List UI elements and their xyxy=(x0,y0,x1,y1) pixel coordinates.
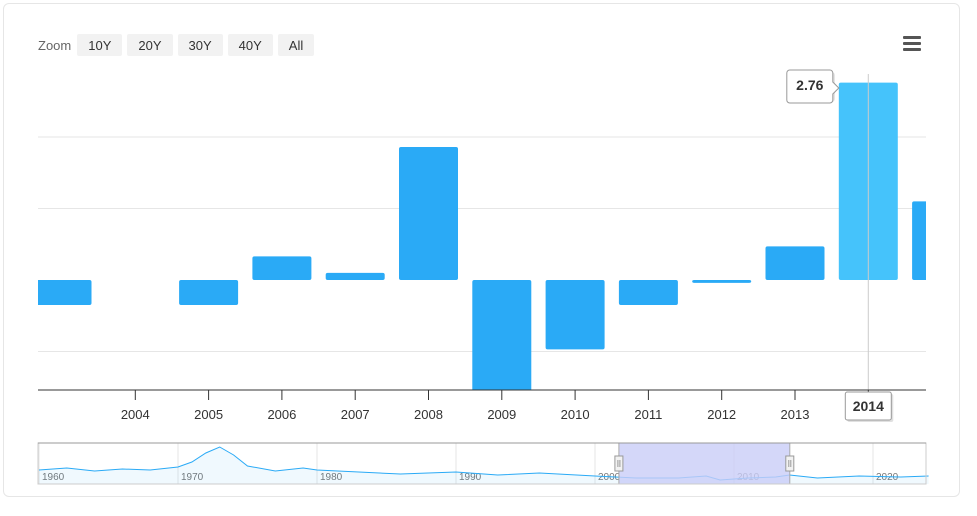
zoom-40y-button[interactable]: 40Y xyxy=(227,34,273,56)
chart-card xyxy=(3,3,960,497)
hamburger-menu-icon[interactable] xyxy=(903,36,921,52)
zoom-bar: Zoom 10Y 20Y 30Y 40Y All xyxy=(38,34,319,56)
zoom-label: Zoom xyxy=(38,37,72,53)
zoom-all-button[interactable]: All xyxy=(277,34,315,56)
zoom-10y-button[interactable]: 10Y xyxy=(77,34,123,56)
zoom-30y-button[interactable]: 30Y xyxy=(177,34,223,56)
zoom-20y-button[interactable]: 20Y xyxy=(127,34,173,56)
